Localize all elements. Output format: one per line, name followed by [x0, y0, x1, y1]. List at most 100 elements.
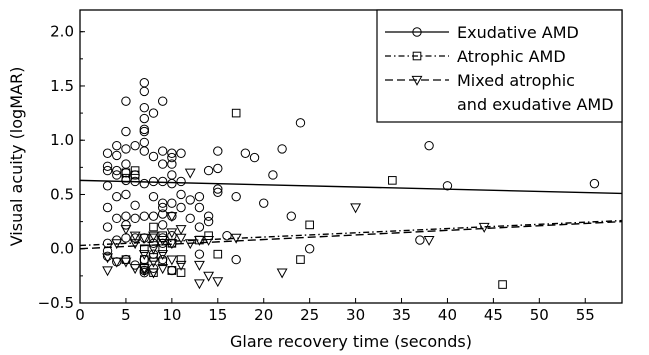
data-point-series-1: [203, 211, 214, 221]
data-point-series-1: [130, 233, 140, 243]
data-point-series-2: [176, 255, 186, 264]
data-point-series-1: [167, 152, 177, 163]
data-point-series-2: [167, 266, 177, 275]
data-point-series-1: [157, 209, 168, 219]
data-point-series-1: [112, 170, 122, 180]
data-point-series-1: [139, 211, 150, 221]
data-point-series-1: [148, 176, 159, 187]
data-point-series-1: [194, 202, 205, 213]
data-point-series-1: [213, 184, 223, 194]
data-point-series-1: [139, 146, 150, 156]
data-point-series-1: [304, 244, 315, 254]
y-axis: −0.5 0.0 0.5 1.0 1.5 2.0: [38, 23, 85, 312]
data-point-series-1: [259, 198, 269, 208]
data-point-series-2: [121, 173, 131, 183]
legend-label-series-2: Atrophic AMD: [457, 47, 566, 66]
data-point-series-1: [139, 126, 150, 137]
data-point-series-1: [130, 200, 140, 211]
data-point-series-1: [213, 163, 223, 174]
data-point-series-1: [102, 238, 113, 249]
data-point-series-1: [112, 213, 122, 224]
data-point-series-1: [222, 231, 232, 241]
data-point-series-1: [176, 202, 186, 213]
data-point-series-1: [112, 165, 122, 176]
data-point-series-1: [167, 265, 177, 276]
data-point-series-1: [176, 176, 186, 187]
data-point-series-1: [167, 170, 177, 180]
data-point-series-1: [157, 202, 168, 213]
y-axis-title: Visual acuity (logMAR): [7, 67, 26, 247]
data-point-series-2: [149, 233, 158, 243]
data-point-series-1: [240, 148, 251, 158]
y-tick-label: −0.5: [38, 294, 74, 312]
legend-label-series-3: and exudative AMD: [457, 95, 614, 114]
data-point-series-2: [296, 255, 305, 264]
data-point-series-1: [589, 178, 600, 189]
data-point-series-1: [121, 96, 131, 106]
y-tick-label: 0.5: [50, 185, 74, 203]
data-point-series-1: [213, 187, 223, 198]
data-point-series-1: [102, 251, 113, 262]
data-point-series-1: [148, 151, 159, 162]
data-point-series-3: [175, 225, 187, 236]
data-point-series-2: [204, 231, 213, 241]
data-point-series-1: [295, 118, 306, 128]
data-point-series-1: [231, 191, 241, 202]
legend-label-series-3: Mixed atrophic: [457, 71, 575, 90]
fit-line-series-1: [79, 179, 623, 195]
data-point-series-1: [442, 181, 453, 191]
data-point-series-2: [305, 220, 314, 230]
data-point-series-1: [112, 191, 122, 202]
data-point-series-1: [102, 165, 113, 176]
fit-line-series-3: [79, 220, 623, 250]
data-point-series-3: [193, 279, 205, 290]
data-point-series-3: [166, 212, 178, 223]
data-point-series-2: [140, 255, 149, 264]
data-point-series-1: [148, 108, 159, 118]
data-point-series-2: [158, 231, 167, 241]
data-point-series-1: [194, 249, 205, 259]
data-point-series-1: [121, 159, 131, 169]
data-point-series-1: [167, 148, 177, 158]
data-point-series-3: [166, 228, 178, 239]
data-point-series-2: [130, 170, 140, 180]
data-point-series-3: [193, 235, 205, 246]
x-tick-label: 0: [75, 306, 85, 324]
y-tick-label: 1.5: [50, 77, 74, 95]
data-point-series-3: [138, 250, 150, 261]
data-point-series-3: [120, 257, 132, 268]
data-point-series-2: [213, 249, 223, 259]
data-point-series-1: [139, 124, 150, 135]
data-point-series-2: [149, 222, 158, 232]
data-point-series-1: [157, 159, 168, 169]
data-point-series-1: [102, 202, 113, 213]
data-point-series-3: [175, 260, 187, 271]
data-point-series-1: [167, 198, 177, 208]
x-tick-label: 20: [254, 306, 273, 324]
data-point-series-1: [231, 254, 241, 265]
data-point-series-1: [112, 150, 122, 161]
data-point-series-1: [102, 161, 113, 171]
data-point-series-2: [231, 108, 241, 118]
x-axis-title: Glare recovery time (seconds): [230, 332, 472, 351]
x-tick-label: 10: [162, 306, 181, 324]
legend: Exudative AMD Atrophic AMD Mixed atrophic a…: [376, 9, 623, 123]
fit-line-series-2: [79, 219, 623, 247]
data-point-series-1: [139, 78, 150, 88]
data-point-series-3: [148, 268, 159, 279]
legend-marker-series-2: [412, 51, 422, 61]
data-point-series-3: [129, 231, 141, 242]
data-point-series-1: [121, 126, 131, 137]
data-point-series-3: [157, 264, 169, 275]
y-tick-label: 0.0: [50, 240, 74, 258]
data-point-series-1: [148, 263, 159, 273]
data-point-series-1: [157, 220, 168, 230]
x-tick-label: 40: [438, 306, 457, 324]
data-point-series-3: [157, 250, 169, 261]
y-tick-label: 1.0: [50, 131, 74, 149]
data-point-series-1: [148, 238, 159, 249]
data-point-series-3: [184, 239, 196, 250]
data-point-series-3: [184, 168, 196, 179]
data-point-series-1: [194, 222, 205, 232]
data-point-series-1: [194, 191, 205, 202]
